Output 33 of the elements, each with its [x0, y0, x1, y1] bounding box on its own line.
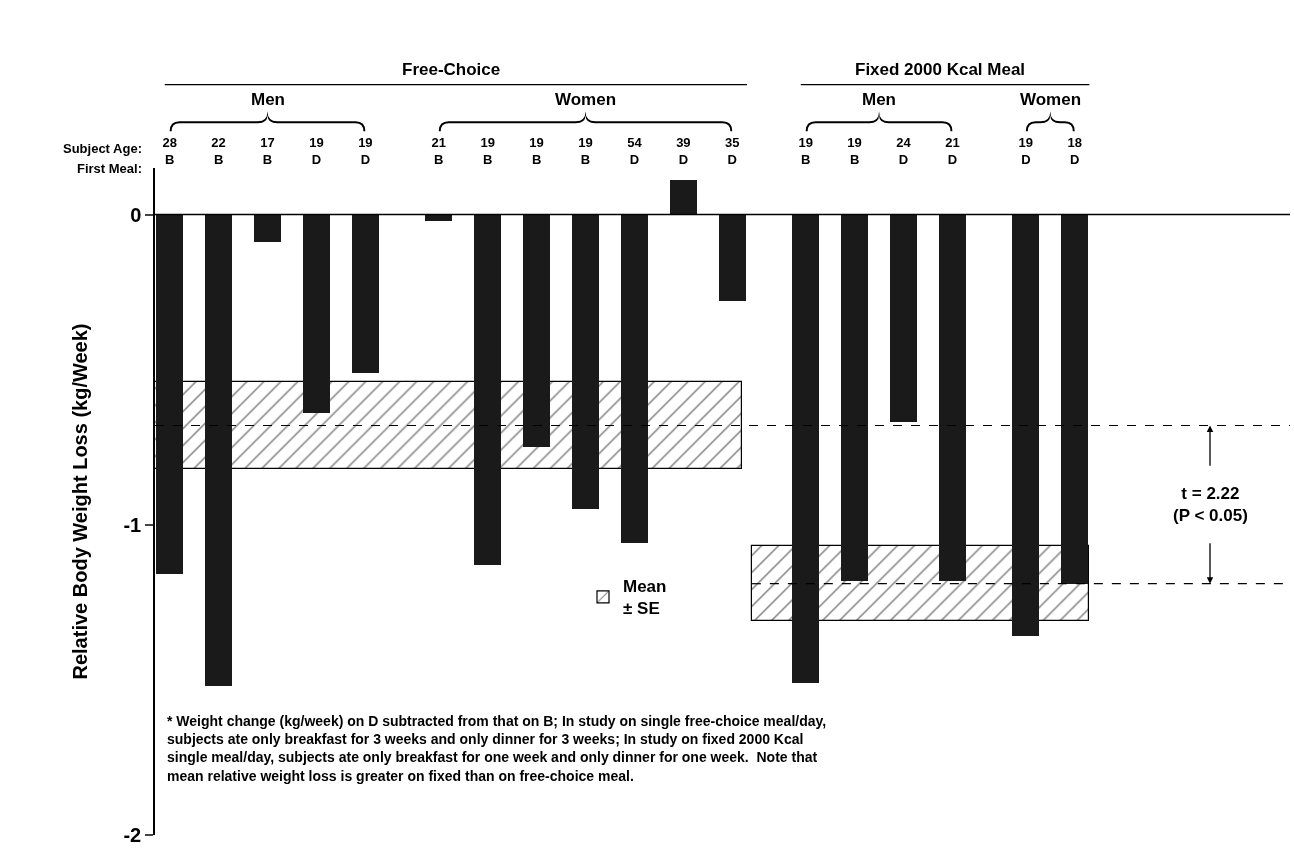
x-tick-label: 54 D: [627, 135, 643, 168]
x-tick-label: 17 B: [260, 135, 275, 168]
y-tick-label: -1: [123, 513, 142, 536]
x-tick-label: 21 B: [431, 135, 446, 168]
text: t = 2.22 (P < 0.05): [1173, 484, 1248, 526]
x-tick-label: 24 D: [896, 135, 912, 168]
y-axis-title: Relative Body Weight Loss (kg/Week): [69, 323, 92, 680]
text: Women: [1020, 90, 1082, 109]
x-tick-label: 19 B: [529, 135, 544, 168]
x-tick-label: 19 B: [798, 135, 813, 168]
x-tick-label: 39 D: [676, 135, 691, 168]
x-tick-label: 22 B: [211, 135, 226, 168]
x-tick-label: 19 B: [847, 135, 862, 168]
annotation: * Weight change (kg/week) on D subtracted from that on B; In study on single free-choice meal/day, subjects ate only breakfast for 3 weeks and only dinner for 3 weeks; In study on fixed 2000 Kcal single meal/day, subjects ate only breakfast for one week and only dinner for one week. Note that mean relative weight loss is greater on fixed than on free-choice meal.: [167, 713, 827, 784]
x-tick-label: 35 D: [725, 135, 740, 168]
text: Fixed 2000 Kcal Meal: [855, 60, 1026, 79]
x-tick-label: 19 B: [578, 135, 593, 168]
y-tick-label: -2: [123, 824, 142, 846]
text: Women: [555, 90, 617, 109]
band-label: Mean ± SE: [623, 577, 667, 619]
x-tick-label: 18 D: [1067, 135, 1082, 168]
text: Subject Age:: [63, 141, 142, 156]
x-tick-label: 19 D: [1018, 135, 1034, 168]
x-tick-label: 21 D: [945, 135, 960, 168]
x-tick-label: 19 D: [309, 135, 324, 168]
y-tick-label: 0: [130, 203, 142, 226]
x-tick-label: 19 B: [480, 135, 495, 168]
text: Free-Choice: [402, 60, 501, 79]
text: Men: [251, 90, 285, 109]
text: Men: [862, 90, 896, 109]
annotation: First Meal:: [77, 161, 143, 176]
x-tick-label: 28 B: [162, 135, 177, 168]
x-tick-label: 19 D: [358, 135, 373, 168]
